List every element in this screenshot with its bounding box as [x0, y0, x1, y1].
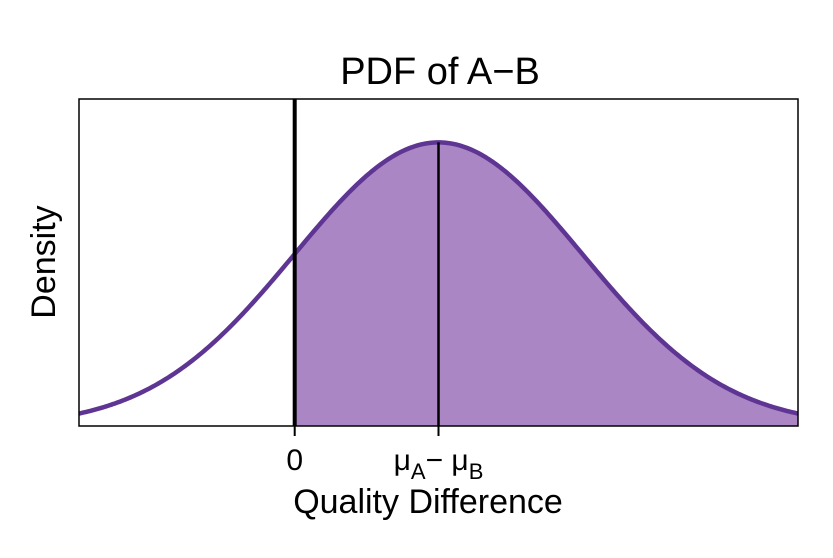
x-tick-label-zero: 0 [286, 444, 303, 477]
x-axis: 0 μA− μB [286, 426, 483, 484]
plot-area [78, 98, 799, 427]
x-tick-label-mean-diff: μA− μB [394, 444, 484, 484]
shaded-area [294, 142, 798, 426]
chart-title: PDF of A−B [340, 51, 540, 93]
density-curve [78, 140, 799, 416]
y-axis-label: Density [25, 205, 63, 318]
x-axis-label: Quality Difference [293, 483, 563, 521]
